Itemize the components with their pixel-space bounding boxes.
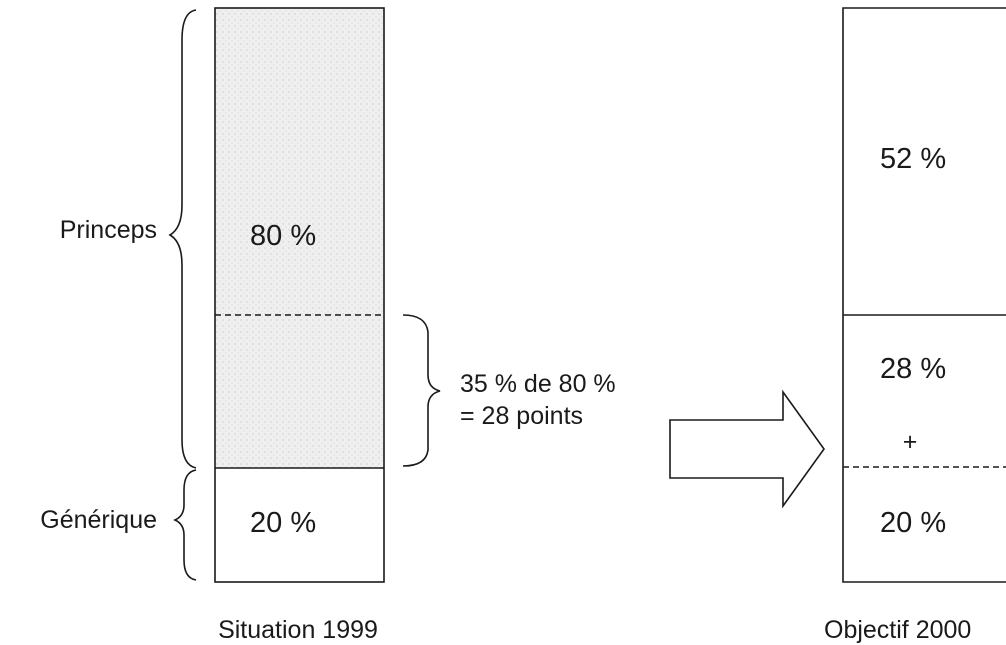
objectif-2000-bar	[842, 7, 1006, 583]
princeps-value: 80 %	[250, 220, 316, 252]
substitution-brace	[402, 314, 441, 467]
generique-value: 20 %	[250, 507, 316, 539]
situation-1999-caption: Situation 1999	[218, 616, 378, 644]
objectif-2000-caption: Objectif 2000	[824, 616, 971, 644]
situation-1999-bar	[214, 7, 385, 583]
generique-brace	[173, 469, 197, 581]
princeps-label: Princeps	[60, 216, 157, 244]
objectif-middle-value: 28 %	[880, 353, 946, 385]
princeps-brace	[168, 9, 197, 469]
objectif-top-value: 52 %	[880, 143, 946, 175]
transition-arrow-icon	[669, 389, 825, 509]
substitution-note-line2: = 28 points	[460, 402, 583, 430]
substitution-note-line1: 35 % de 80 %	[460, 370, 616, 398]
objectif-bottom-value: 20 %	[880, 507, 946, 539]
princeps-shaded-segment	[215, 8, 384, 468]
generique-label: Générique	[40, 506, 157, 534]
objectif-plus-sign: +	[903, 428, 918, 456]
